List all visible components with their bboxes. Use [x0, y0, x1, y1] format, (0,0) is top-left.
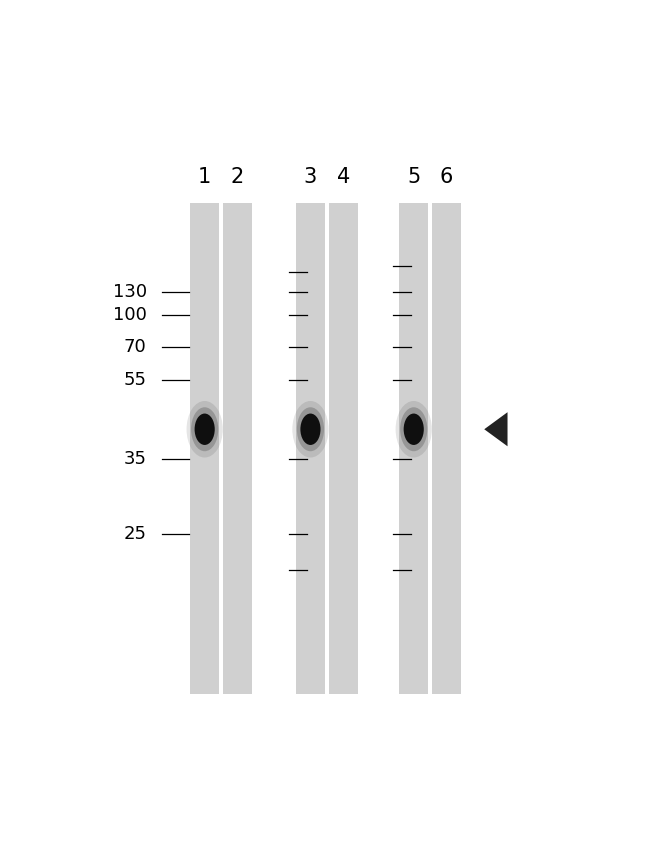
Text: 2: 2 — [231, 167, 244, 187]
Bar — [432, 203, 461, 694]
Text: 35: 35 — [124, 450, 147, 468]
Ellipse shape — [300, 414, 320, 445]
Text: 70: 70 — [124, 338, 147, 356]
Text: 130: 130 — [112, 283, 147, 301]
Text: 6: 6 — [440, 167, 453, 187]
Ellipse shape — [396, 401, 432, 457]
Ellipse shape — [404, 414, 424, 445]
Text: 3: 3 — [304, 167, 317, 187]
Text: 1: 1 — [198, 167, 211, 187]
Ellipse shape — [400, 407, 427, 451]
Bar — [296, 203, 325, 694]
Text: 4: 4 — [337, 167, 350, 187]
Bar — [399, 203, 428, 694]
Bar — [223, 203, 252, 694]
Ellipse shape — [191, 407, 218, 451]
Ellipse shape — [187, 401, 223, 457]
Ellipse shape — [297, 407, 324, 451]
Text: 55: 55 — [124, 371, 147, 389]
Ellipse shape — [292, 401, 329, 457]
Text: 5: 5 — [407, 167, 421, 187]
Text: 25: 25 — [124, 525, 147, 543]
Bar — [190, 203, 219, 694]
Bar — [329, 203, 358, 694]
Ellipse shape — [194, 414, 214, 445]
Polygon shape — [484, 412, 508, 446]
Text: 100: 100 — [113, 306, 147, 324]
